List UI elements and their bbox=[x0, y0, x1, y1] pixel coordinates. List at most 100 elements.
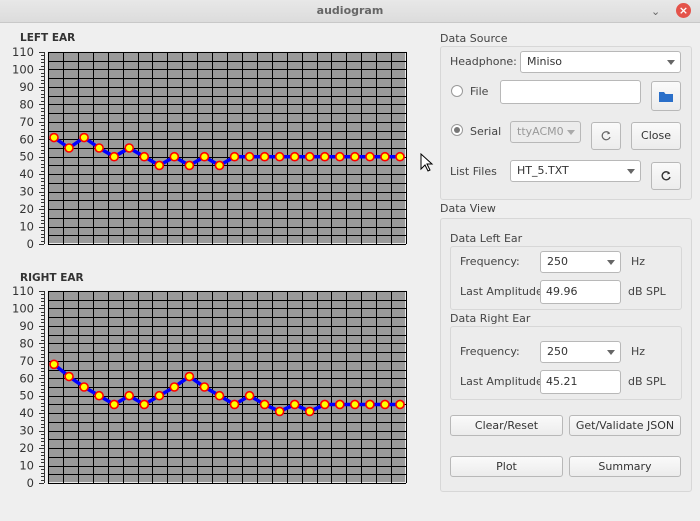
file-path-input[interactable] bbox=[500, 80, 641, 104]
right-y-tick-label: 110 bbox=[12, 285, 34, 298]
left-data-point bbox=[350, 151, 360, 162]
file-radio[interactable] bbox=[451, 85, 463, 97]
left-data-point bbox=[124, 143, 135, 153]
left-data-point bbox=[214, 160, 225, 171]
left-data-point bbox=[79, 132, 89, 143]
left-data-point bbox=[94, 143, 104, 153]
left-data-point bbox=[335, 151, 345, 162]
right-data-point bbox=[139, 399, 150, 410]
right-data-point bbox=[169, 382, 180, 392]
left-frequency-unit: Hz bbox=[631, 255, 646, 268]
left-frequency-label: Frequency: bbox=[460, 255, 520, 268]
right-data-point bbox=[350, 399, 360, 410]
left-data-point bbox=[169, 151, 180, 162]
right-data-point bbox=[124, 390, 135, 401]
data-view-title: Data View bbox=[440, 202, 496, 215]
left-y-tick-label: 70 bbox=[19, 115, 34, 129]
right-data-point bbox=[214, 390, 225, 401]
right-y-tick-label: 10 bbox=[19, 459, 34, 473]
right-grid bbox=[48, 291, 407, 484]
right-data-point bbox=[380, 399, 390, 410]
left-data-point bbox=[395, 151, 405, 162]
right-data-point bbox=[109, 399, 119, 410]
left-data-point bbox=[154, 160, 165, 171]
left-frequency-value: 250 bbox=[547, 255, 568, 268]
left-data-point bbox=[365, 151, 375, 162]
left-ear-chart: 0 10 20 30 40 50 60 70 80 90 100 110 bbox=[12, 46, 407, 251]
right-data-point bbox=[199, 382, 210, 392]
right-data-point bbox=[395, 399, 405, 410]
data-source-title: Data Source bbox=[440, 32, 508, 45]
right-frequency-select[interactable]: 250 bbox=[540, 341, 621, 363]
right-y-tick-label: 90 bbox=[19, 319, 34, 333]
serial-refresh-button[interactable] bbox=[591, 122, 621, 150]
right-y-tick-label: 60 bbox=[19, 371, 34, 385]
title-bar: audiogram ⌄ × bbox=[0, 0, 700, 23]
window-title: audiogram bbox=[316, 4, 384, 17]
list-files-refresh-button[interactable] bbox=[651, 162, 681, 190]
left-data-point bbox=[229, 151, 240, 162]
right-y-tick-label: 70 bbox=[19, 354, 34, 368]
left-data-point bbox=[259, 151, 270, 162]
left-amplitude-field[interactable]: 49.96 bbox=[540, 280, 621, 304]
left-data-point bbox=[64, 143, 74, 153]
summary-button[interactable]: Summary bbox=[569, 456, 681, 477]
left-data-point bbox=[184, 160, 195, 171]
right-y-tick-label: 0 bbox=[27, 476, 34, 490]
left-frequency-select[interactable]: 250 bbox=[540, 251, 621, 273]
headphone-value: Miniso bbox=[527, 55, 563, 68]
refresh-icon bbox=[601, 131, 611, 141]
right-data-point bbox=[184, 371, 195, 382]
left-y-tick-label: 110 bbox=[12, 46, 34, 59]
data-right-ear-title: Data Right Ear bbox=[450, 312, 531, 325]
chevron-down-icon bbox=[627, 169, 635, 174]
left-data-point bbox=[304, 151, 315, 162]
left-data-point bbox=[289, 151, 300, 162]
list-files-select[interactable]: HT_5.TXT bbox=[510, 160, 641, 182]
left-data-point bbox=[109, 151, 119, 162]
right-ear-chart: 0 10 20 30 40 50 60 70 80 90 100 110 bbox=[12, 285, 407, 490]
left-amplitude-unit: dB SPL bbox=[628, 285, 666, 298]
right-frequency-label: Frequency: bbox=[460, 345, 520, 358]
right-amplitude-label: Last Amplitude: bbox=[460, 375, 547, 388]
minimize-icon[interactable]: ⌄ bbox=[651, 5, 661, 18]
serial-radio[interactable] bbox=[451, 124, 463, 136]
serial-port-select[interactable]: ttyACM0 bbox=[510, 121, 581, 143]
close-icon[interactable]: × bbox=[676, 3, 691, 18]
headphone-select[interactable]: Miniso bbox=[520, 51, 681, 73]
headphone-label: Headphone: bbox=[450, 55, 517, 68]
right-data-point bbox=[335, 399, 345, 410]
right-data-point bbox=[259, 399, 270, 410]
left-amplitude-label: Last Amplitude: bbox=[460, 285, 547, 298]
right-data-point bbox=[64, 371, 74, 382]
right-data-point bbox=[154, 390, 165, 401]
right-plot-title: RIGHT EAR bbox=[20, 272, 84, 284]
file-label: File bbox=[470, 85, 489, 98]
close-button[interactable]: Close bbox=[631, 122, 681, 150]
serial-label: Serial bbox=[470, 125, 502, 138]
right-y-tick-label: 30 bbox=[19, 424, 34, 438]
browse-folder-button[interactable] bbox=[651, 81, 681, 111]
left-y-tick-label: 40 bbox=[19, 167, 34, 181]
left-data-point bbox=[49, 132, 59, 143]
serial-port-value: ttyACM0 bbox=[517, 125, 564, 138]
left-data-point bbox=[319, 151, 330, 162]
right-amplitude-field[interactable]: 45.21 bbox=[540, 370, 621, 394]
clear-reset-button[interactable]: Clear/Reset bbox=[450, 415, 563, 436]
right-y-tick-label: 100 bbox=[12, 301, 34, 315]
right-data-point bbox=[274, 406, 285, 417]
chevron-down-icon bbox=[607, 260, 615, 265]
left-y-tick-label: 10 bbox=[19, 220, 34, 234]
right-y-tick-label: 50 bbox=[19, 389, 34, 403]
data-left-ear-title: Data Left Ear bbox=[450, 232, 523, 245]
left-y-tick-label: 30 bbox=[19, 185, 34, 199]
right-data-point bbox=[49, 359, 59, 370]
refresh-icon bbox=[661, 171, 671, 181]
right-amplitude-unit: dB SPL bbox=[628, 375, 666, 388]
right-y-tick-label: 20 bbox=[19, 441, 34, 455]
left-y-tick-label: 80 bbox=[19, 97, 34, 111]
get-validate-json-button[interactable]: Get/Validate JSON bbox=[569, 415, 681, 436]
right-data-point bbox=[289, 399, 300, 410]
plot-button[interactable]: Plot bbox=[450, 456, 563, 477]
chevron-down-icon bbox=[567, 130, 575, 135]
